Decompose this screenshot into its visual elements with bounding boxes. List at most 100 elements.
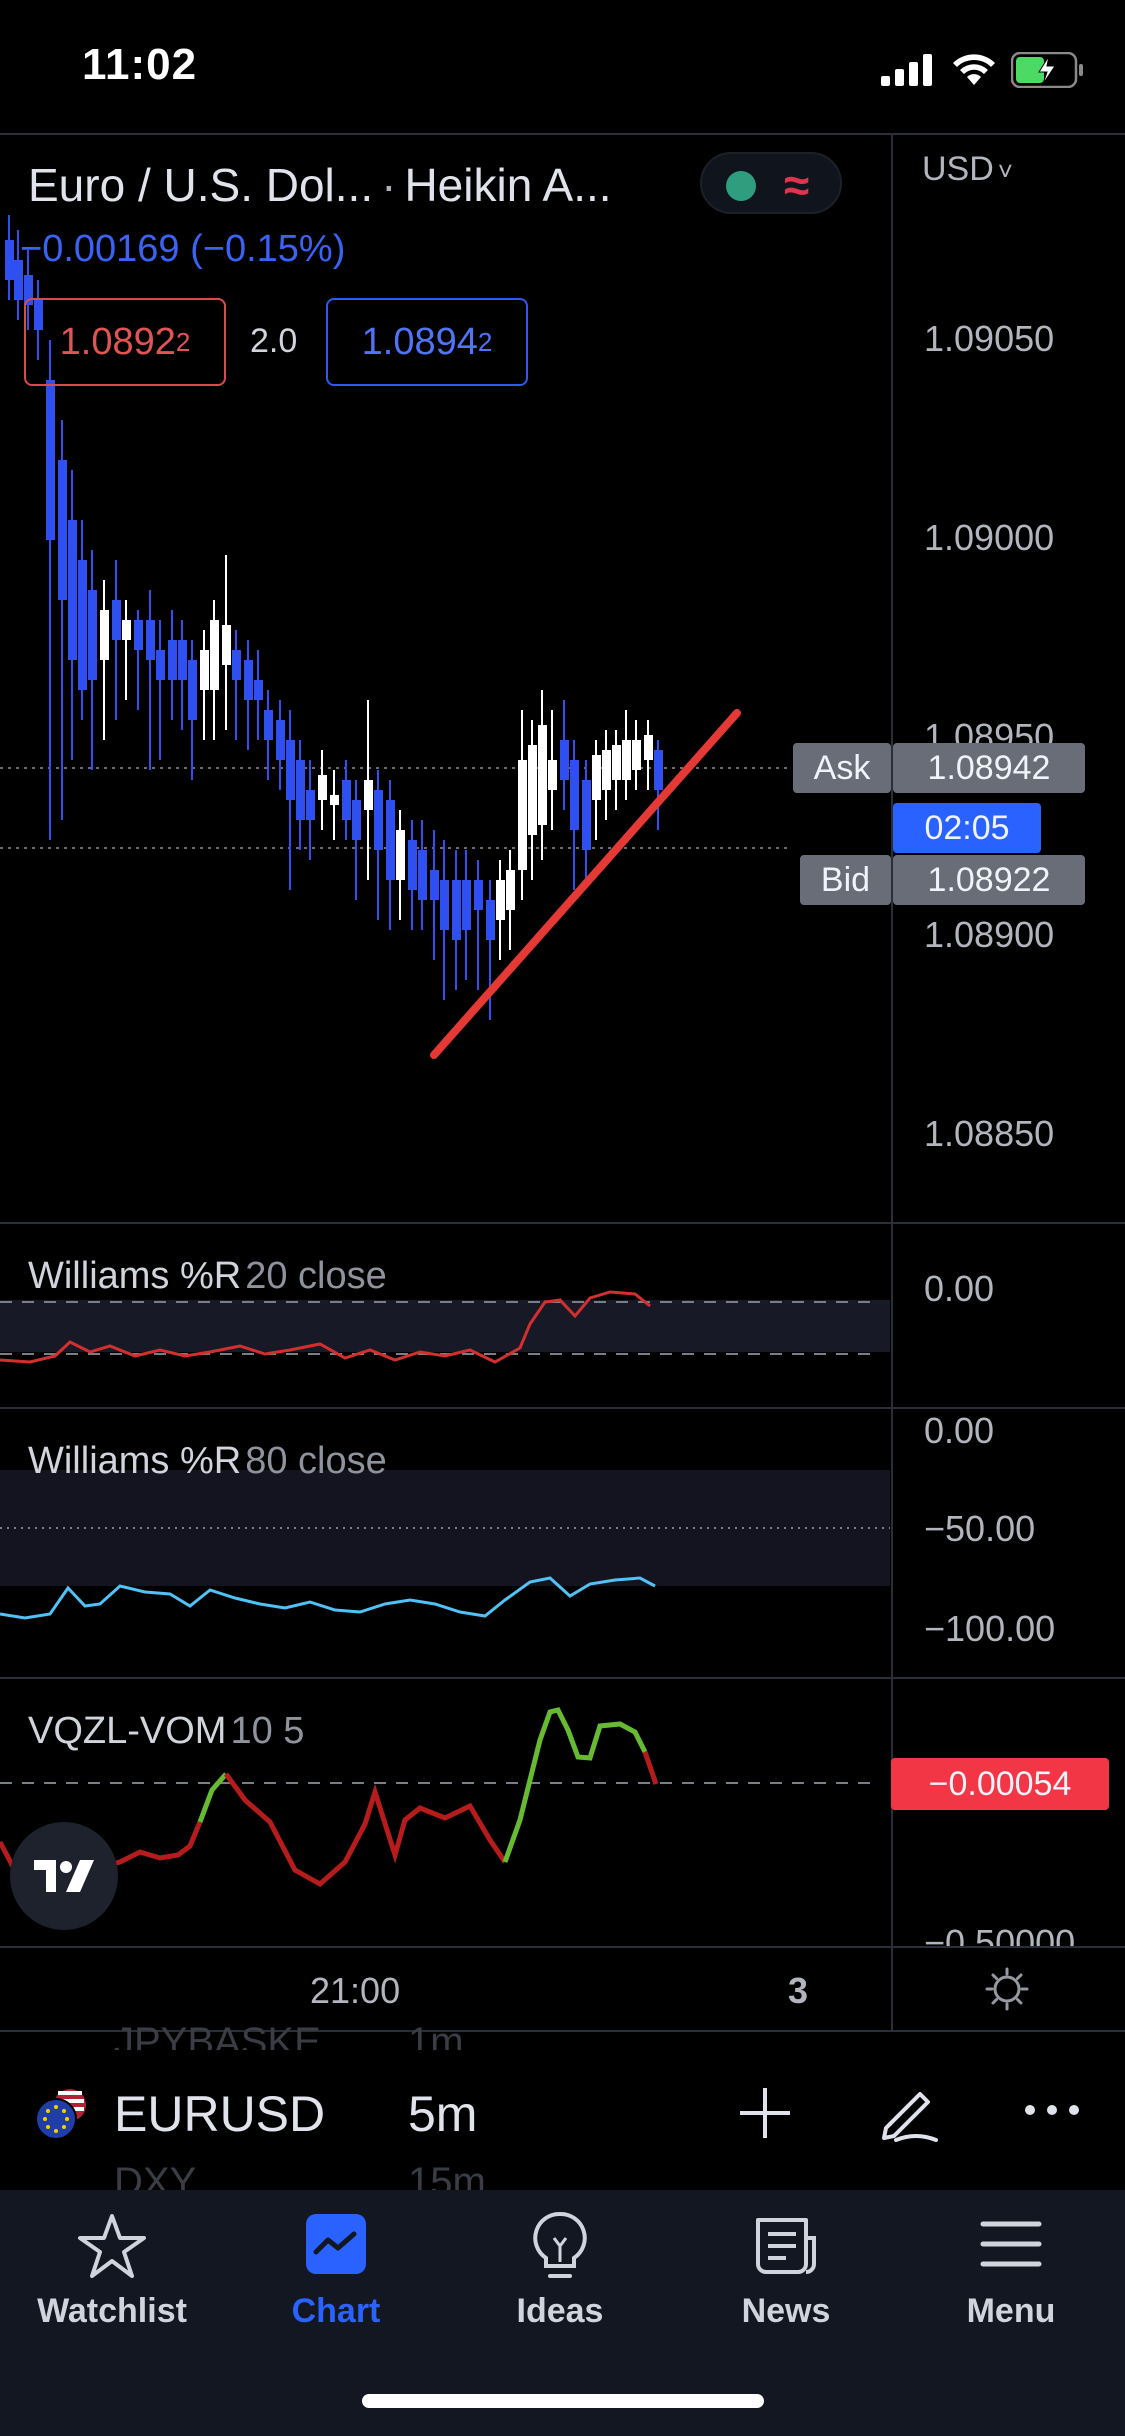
status-bar: 11:02 — [0, 0, 1125, 135]
ask-tag-label: Ask — [793, 743, 891, 793]
interval-ghost-above: 1m — [408, 2020, 464, 2050]
candle-body — [474, 880, 483, 910]
vom-axis-partial: −0.50000 — [924, 1922, 1076, 1946]
tab-ideas[interactable]: Ideas — [460, 2208, 660, 2338]
candle-body — [14, 260, 23, 300]
wave-icon: ≈ — [784, 159, 810, 211]
drawing-pen-icon[interactable] — [876, 2080, 942, 2146]
price-change: −0.00169 (−0.15%) — [20, 228, 346, 270]
candle-body — [462, 880, 471, 930]
tab-menu[interactable]: Menu — [911, 2208, 1111, 2338]
tradingview-logo-icon[interactable] — [10, 1822, 118, 1930]
candle-body — [408, 840, 417, 890]
more-options-icon[interactable] — [1022, 2100, 1082, 2120]
bid-tag-label: Bid — [800, 855, 891, 905]
pane-divider-4 — [0, 1946, 1125, 1948]
candle-body — [352, 800, 361, 840]
candle-body — [612, 745, 621, 780]
candle-body — [24, 275, 33, 305]
symbol-ghost-below: DXY — [114, 2160, 197, 2190]
symbol-selector[interactable]: EURUSD — [114, 2086, 326, 2142]
interval-ghost-below: 15m — [408, 2160, 486, 2190]
market-open-dot-icon — [726, 171, 756, 201]
tab-news[interactable]: News — [686, 2208, 886, 2338]
candle-body — [654, 750, 663, 790]
candle-body — [592, 755, 601, 800]
bid-price-tag: 1.08922 — [893, 855, 1085, 905]
candle-body — [88, 590, 97, 680]
candle-body — [486, 900, 495, 940]
hamburger-icon — [980, 2221, 1042, 2267]
wr2-axis-label: −50.00 — [924, 1508, 1036, 1549]
tab-label: Chart — [291, 2292, 381, 2330]
pane-divider-2 — [0, 1407, 1125, 1409]
buy-price-sup: 2 — [477, 326, 493, 357]
candle-body — [134, 620, 143, 650]
candle-body — [548, 760, 557, 790]
tab-label: Watchlist — [37, 2292, 187, 2330]
chart-type-label: Heikin A... — [404, 159, 612, 211]
candle-body — [78, 560, 87, 690]
williams-r-80-title[interactable]: Williams %R 80 close — [28, 1440, 387, 1483]
candle-body — [244, 660, 253, 700]
candle-body — [430, 870, 439, 900]
candle-body — [188, 660, 197, 720]
newspaper-icon — [756, 2218, 816, 2274]
candle-body — [156, 650, 165, 680]
candle-body — [286, 740, 295, 800]
main-chart-canvas[interactable] — [0, 135, 890, 1220]
indicator-params: 10 5 — [230, 1710, 305, 1752]
candle-body — [58, 460, 67, 600]
indicator-name: Williams %R — [28, 1255, 242, 1297]
tab-label: Ideas — [516, 2292, 604, 2330]
tab-label: Menu — [966, 2292, 1056, 2330]
symbol-ghost-above: JPYBASKE — [114, 2020, 321, 2050]
wifi-icon — [953, 54, 995, 85]
price-axis-label: 1.08900 — [924, 914, 1055, 955]
candle-body — [306, 790, 315, 820]
wr2-axis-label: 0.00 — [924, 1410, 995, 1451]
add-indicator-plus-icon[interactable] — [738, 2086, 792, 2140]
candle-body — [632, 740, 641, 770]
buy-button[interactable]: 1.0894 2 — [326, 298, 528, 386]
williams-r-80-plot[interactable] — [0, 1409, 890, 1676]
candle-body — [602, 750, 611, 790]
williams-r-20-title[interactable]: Williams %R 20 close — [28, 1255, 387, 1298]
market-status-toggle[interactable]: ≈ — [700, 152, 842, 214]
currency-label: USD — [922, 150, 994, 188]
candle-body — [318, 775, 327, 800]
sell-price-main: 1.0892 — [59, 320, 176, 363]
status-time: 11:02 — [82, 40, 198, 89]
vom-title[interactable]: VQZL-VOM 10 5 — [28, 1710, 304, 1753]
symbol-bar — [0, 2040, 1125, 2190]
pane-divider-3 — [0, 1677, 1125, 1679]
candle-body — [146, 620, 155, 660]
spread-value: 2.0 — [250, 322, 298, 360]
candle-body — [560, 740, 569, 780]
sell-button[interactable]: 1.0892 2 — [24, 298, 226, 386]
candle-body — [34, 300, 43, 330]
battery-icon — [1011, 52, 1083, 88]
candle-body — [178, 640, 187, 680]
candle-body — [396, 830, 405, 880]
chart-symbol-title[interactable]: Euro / U.S. Dol... · Heikin A... — [28, 158, 612, 212]
currency-selector[interactable]: USD ˅ — [922, 150, 1013, 189]
star-icon — [78, 2214, 146, 2278]
candle-body — [364, 780, 373, 810]
vom-line-up-1 — [197, 1772, 228, 1823]
interval-selector[interactable]: 5m — [408, 2086, 478, 2142]
settings-gear-icon[interactable] — [984, 1966, 1030, 2012]
williams-r-20-plot[interactable] — [0, 1224, 890, 1406]
candle-body — [276, 720, 285, 760]
williams-r-20-line — [0, 1290, 651, 1364]
tab-watchlist[interactable]: Watchlist — [12, 2208, 212, 2338]
candle-body — [506, 870, 515, 910]
tab-chart[interactable]: Chart — [236, 2208, 436, 2338]
vom-value-tag: −0.00054 — [891, 1758, 1109, 1810]
eurusd-flag-icon — [35, 2089, 86, 2140]
tab-label: News — [741, 2292, 831, 2330]
indicator-name: VQZL-VOM — [28, 1710, 227, 1752]
price-axis-label: 1.08850 — [924, 1113, 1055, 1154]
wr2-axis-label: −100.00 — [924, 1608, 1056, 1649]
candle-body — [254, 680, 263, 700]
